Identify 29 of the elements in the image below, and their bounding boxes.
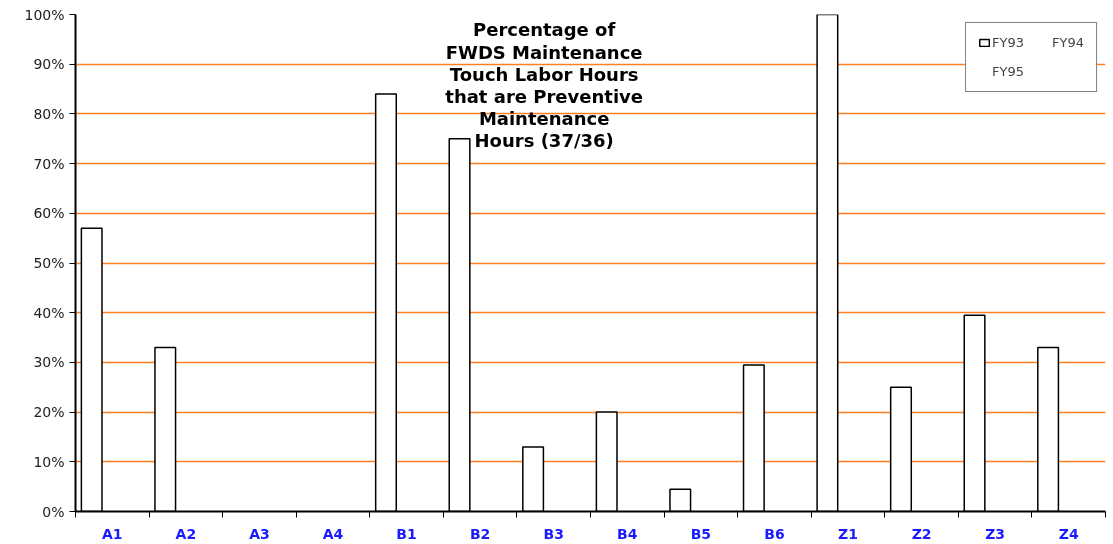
text: FY94 [1052, 35, 1084, 50]
y-tick-label: 70% [33, 155, 65, 172]
x-tick-label: B3 [543, 525, 564, 542]
x-tick-label: B4 [617, 525, 638, 542]
x-tick-label: B6 [764, 525, 785, 542]
text: FY95 [992, 64, 1025, 79]
y-tick-label: 80% [33, 105, 65, 122]
y-tick-label: 40% [33, 304, 65, 321]
x-tick-label: A3 [249, 525, 270, 542]
y-tick-label: 60% [33, 205, 65, 222]
legend-label: FY93 [992, 35, 1025, 50]
y-tick-label: 50% [33, 255, 65, 271]
x-tick-label: B5 [690, 525, 712, 542]
y-tick-label: 30% [33, 354, 65, 371]
y-tick-label: 20% [33, 404, 65, 421]
text: Percentage of FWDS Maintenance Touch Labor Hours that are Preventive Maintenance Hours (37/36) [445, 19, 643, 151]
x-tick-label: B1 [396, 525, 417, 542]
x-tick-label: A2 [175, 525, 197, 542]
x-tick-label: A1 [102, 525, 123, 542]
x-tick-label: A4 [322, 525, 344, 542]
x-tick-label: B2 [469, 525, 491, 542]
y-tick-label: 10% [33, 453, 65, 470]
y-tick-label: 0% [42, 503, 65, 520]
y-tick-label: 100% [24, 6, 65, 23]
x-tick-label: Z2 [911, 525, 932, 542]
y-tick-label: 90% [33, 56, 65, 73]
x-tick-label: Z3 [985, 525, 1006, 542]
x-tick-label: Z4 [1058, 525, 1079, 542]
x-tick-label: Z1 [838, 525, 858, 542]
